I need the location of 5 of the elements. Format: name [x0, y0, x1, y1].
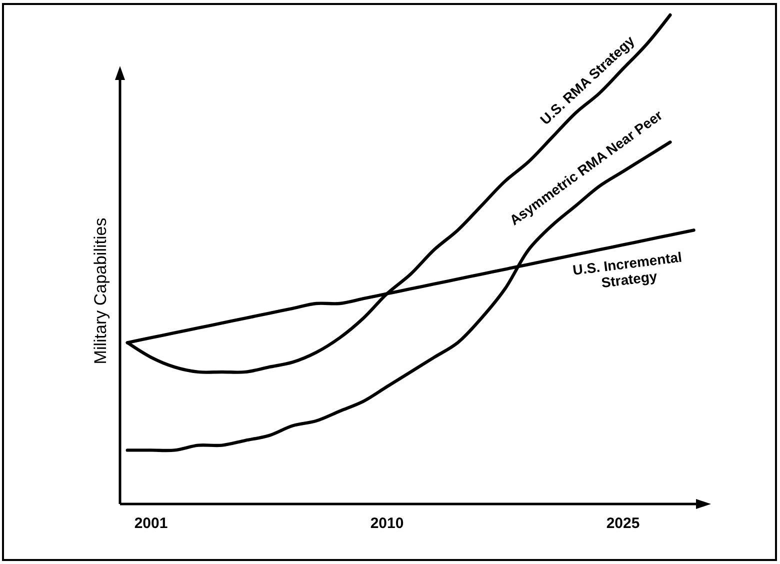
x-tick-label: 2001: [134, 515, 168, 532]
text: U.S. Incremental Strategy: [572, 248, 683, 291]
x-tick-label: 2010: [370, 515, 404, 532]
x-tick-label: 2025: [606, 515, 640, 532]
y-axis-title: Military Capabilities: [91, 218, 110, 364]
